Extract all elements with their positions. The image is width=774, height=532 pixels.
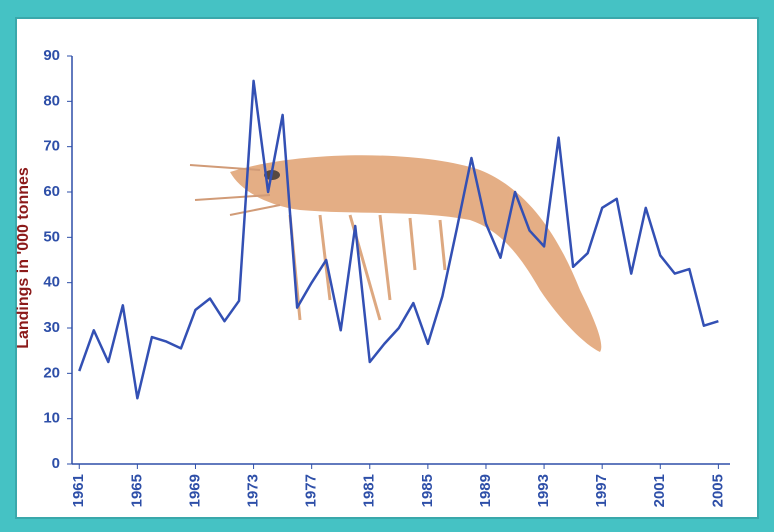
x-tick-label: 1993 — [535, 474, 552, 507]
x-tick-label: 1985 — [419, 474, 436, 507]
x-tick-label: 1977 — [303, 474, 320, 507]
series-line — [78, 79, 719, 400]
x-tick-label: 1989 — [477, 474, 494, 507]
y-tick-label: 0 — [52, 455, 60, 472]
x-tick-label: 1969 — [186, 474, 203, 507]
y-tick-label: 90 — [43, 47, 60, 64]
x-tick-label: 2005 — [709, 474, 726, 507]
y-tick-label: 50 — [43, 228, 60, 245]
x-tick-label: 2001 — [651, 474, 668, 507]
x-tick-label: 1997 — [593, 474, 610, 507]
x-tick-label: 1981 — [361, 474, 378, 507]
x-tick-label: 1961 — [70, 474, 87, 507]
y-tick-label: 60 — [43, 183, 60, 200]
y-tick-label: 80 — [43, 92, 60, 109]
y-tick-label: 30 — [43, 319, 60, 336]
x-tick-label: 1965 — [128, 474, 145, 507]
x-tick-label: 1973 — [245, 474, 262, 507]
y-axis-label: Landings in '000 tonnes — [15, 167, 32, 349]
y-tick-label: 40 — [43, 274, 60, 291]
y-tick-label: 70 — [43, 138, 60, 155]
y-tick-label: 10 — [43, 410, 60, 427]
y-tick-label: 20 — [43, 364, 60, 381]
